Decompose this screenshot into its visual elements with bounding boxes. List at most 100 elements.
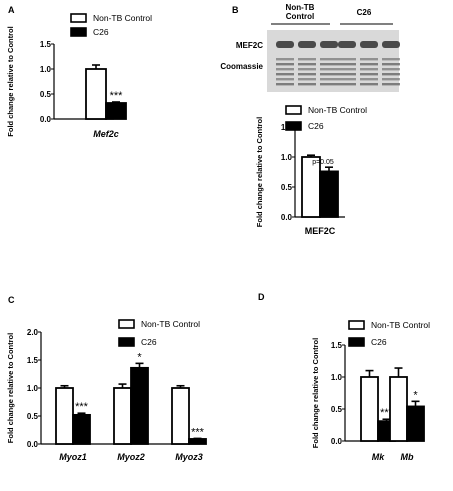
blot-band-coomassie (360, 68, 378, 71)
blot-band-coomassie (276, 58, 294, 61)
blot-label-coomassie: Coomassie (220, 62, 263, 71)
y-tick-label: 0.0 (27, 440, 39, 449)
blot-band-mef2c (360, 41, 378, 48)
blot-band-mef2c (338, 41, 356, 48)
legend-swatch-control (348, 320, 365, 330)
blot-band-coomassie (382, 83, 400, 86)
p-value-label: p=0.05 (312, 159, 334, 166)
bar-c26 (319, 170, 339, 218)
bar-c26 (406, 405, 425, 442)
legend-swatch-control (118, 319, 135, 329)
blot-band-mef2c (298, 41, 316, 48)
legend-swatch-c26 (118, 337, 135, 347)
panel-label-d: D (258, 292, 265, 302)
legend-label-control: Non-TB Control (308, 105, 367, 115)
panel-label-a: A (8, 5, 15, 15)
blot-band-coomassie (382, 73, 400, 76)
blot-header-left: Non-TB (286, 3, 315, 12)
y-axis-label: Fold change relative to Control (6, 26, 15, 136)
bar-control (113, 387, 132, 445)
chart-a: 0.0 0.5 1.0 1.5 Fold change relative to Cont… (6, 13, 152, 139)
y-tick-label: 1.5 (27, 356, 39, 365)
legend-label-c26: C26 (371, 337, 387, 347)
blot-band-coomassie (360, 58, 378, 61)
blot-band-coomassie (338, 83, 356, 86)
blot-band-coomassie (338, 78, 356, 81)
blot-band-coomassie (298, 63, 316, 66)
blot-band-coomassie (276, 73, 294, 76)
blot-band-coomassie (320, 63, 338, 66)
blot-band-coomassie (298, 78, 316, 81)
legend-swatch-c26 (70, 27, 87, 37)
blot-band-coomassie (360, 83, 378, 86)
western-blot: Non-TB Control C26 MEF2C Coomassie (220, 3, 400, 92)
blot-bands (276, 41, 400, 86)
legend-label-control: Non-TB Control (141, 319, 200, 329)
blot-band-coomassie (298, 83, 316, 86)
blot-band-coomassie (320, 58, 338, 61)
blot-band-coomassie (298, 68, 316, 71)
y-tick-label: 1.0 (331, 373, 343, 382)
bar-control (85, 68, 107, 120)
blot-band-coomassie (276, 78, 294, 81)
bar-c26 (188, 438, 207, 445)
x-category-label: Myoz1 (59, 452, 87, 462)
x-category-label: Myoz3 (175, 452, 203, 462)
legend-label-control: Non-TB Control (93, 13, 152, 23)
y-tick-label: 0.5 (27, 412, 39, 421)
blot-membrane (267, 30, 399, 92)
blot-band-coomassie (382, 63, 400, 66)
significance-stars: *** (75, 401, 89, 413)
legend-label-control: Non-TB Control (371, 320, 430, 330)
legend-label-c26: C26 (308, 121, 324, 131)
legend-swatch-control (285, 105, 302, 115)
blot-header-left-2: Control (286, 12, 314, 21)
y-tick-label: 0.0 (281, 213, 293, 222)
y-tick-label: 1.5 (40, 40, 52, 49)
panel-label-c: C (8, 295, 15, 305)
blot-band-coomassie (320, 78, 338, 81)
blot-band-coomassie (276, 63, 294, 66)
blot-header-right: C26 (357, 8, 372, 17)
x-category-label: MEF2C (305, 226, 336, 236)
y-tick-label: 1.5 (331, 341, 343, 350)
x-category-label: Mef2c (93, 129, 119, 139)
blot-band-mef2c (320, 41, 338, 48)
y-tick-label: 1.0 (281, 153, 293, 162)
chart-c: 0.0 0.5 1.0 1.5 2.0 Fold change relative to C… (6, 319, 207, 462)
blot-band-coomassie (298, 73, 316, 76)
bar-control (171, 387, 190, 445)
blot-band-coomassie (276, 83, 294, 86)
y-tick-label: 0.5 (331, 405, 343, 414)
x-category-label: Mb (401, 452, 414, 462)
blot-band-coomassie (382, 68, 400, 71)
blot-band-coomassie (338, 58, 356, 61)
blot-band-coomassie (320, 73, 338, 76)
y-axis-label: Fold change relative to Control (311, 338, 320, 448)
panel-label-b: B (232, 5, 239, 15)
blot-band-coomassie (360, 78, 378, 81)
x-category-label: Myoz2 (117, 452, 145, 462)
blot-band-mef2c (276, 41, 294, 48)
blot-band-coomassie (360, 73, 378, 76)
x-category-label: Mk (372, 452, 385, 462)
blot-band-coomassie (338, 68, 356, 71)
blot-band-coomassie (320, 68, 338, 71)
blot-label-mef2c: MEF2C (236, 41, 263, 50)
blot-band-coomassie (320, 83, 338, 86)
legend-swatch-c26 (285, 121, 302, 131)
legend-label-c26: C26 (141, 337, 157, 347)
legend-swatch-control (70, 13, 87, 23)
y-tick-label: 1.0 (40, 65, 52, 74)
legend-swatch-c26 (348, 337, 365, 347)
y-tick-label: 2.0 (27, 328, 39, 337)
significance-stars: * (413, 389, 418, 401)
bar-c26 (72, 413, 91, 445)
bar-control (55, 387, 74, 445)
blot-band-coomassie (338, 63, 356, 66)
blot-band-coomassie (338, 73, 356, 76)
significance-stars: *** (110, 90, 124, 102)
bar-control (360, 376, 379, 442)
blot-band-mef2c (382, 41, 400, 48)
